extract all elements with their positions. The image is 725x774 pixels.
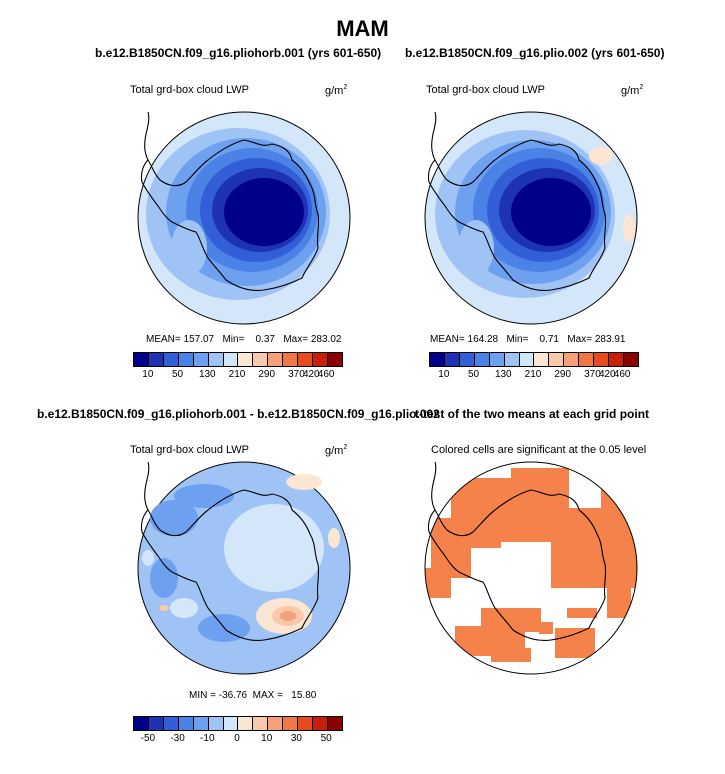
colorbar-swatch xyxy=(579,353,595,366)
colorbar-swatch xyxy=(134,353,149,366)
colorbar-tick-label: 30 xyxy=(290,733,302,744)
colorbar-tick-label: 210 xyxy=(228,369,246,380)
panel1-map xyxy=(137,111,351,325)
panel1-units: g/m2 xyxy=(325,84,348,97)
colorbar-swatch xyxy=(223,353,239,366)
colorbar-swatch xyxy=(193,353,209,366)
colorbar-tick-label: 370 xyxy=(288,369,305,380)
colorbar-swatch xyxy=(504,353,520,366)
colorbar-swatch xyxy=(178,717,194,730)
colorbar-tick-label: 130 xyxy=(198,369,216,380)
colorbar-swatch xyxy=(238,353,254,366)
colorbar-tick-label: 420 xyxy=(598,369,616,380)
colorbar-swatch xyxy=(623,353,638,366)
colorbar-swatch xyxy=(594,353,610,366)
panel2-subtitle: Total grd-box cloud LWP xyxy=(426,84,546,96)
colorbar-swatch xyxy=(253,353,269,366)
panel2-stats: MEAN= 164.28 Min= 0.71 Max= 283.91 xyxy=(430,334,626,345)
page-title: MAM xyxy=(336,16,389,41)
panel3-units: g/m2 xyxy=(325,444,348,457)
colorbar-swatch xyxy=(564,353,580,366)
colorbar-swatch xyxy=(534,353,550,366)
colorbar-swatch xyxy=(283,353,299,366)
colorbar-swatch xyxy=(459,353,475,366)
panel2-map xyxy=(424,111,638,325)
colorbar-swatch xyxy=(430,353,445,366)
colorbar-tick-label: -50 xyxy=(140,733,156,744)
colorbar-tick-label: -10 xyxy=(200,733,215,744)
colorbar-swatch xyxy=(178,353,194,366)
colorbar-tick-label: 210 xyxy=(524,369,542,380)
colorbar-tick-label: 460 xyxy=(317,369,335,380)
panel4-subtitle: Colored cells are significant at the 0.0… xyxy=(431,444,647,456)
panel2-units: g/m2 xyxy=(621,84,644,97)
colorbar-tick-label: 10 xyxy=(142,369,154,380)
colorbar-swatch xyxy=(148,353,164,366)
colorbar-tick-label: 420 xyxy=(302,369,320,380)
colorbar-tick-label: 50 xyxy=(468,369,480,380)
colorbar-tick-label: 50 xyxy=(172,369,184,380)
colorbar-tick-label: 370 xyxy=(584,369,601,380)
colorbar-swatch xyxy=(163,717,179,730)
colorbar-swatch xyxy=(327,353,342,366)
panel1-colorbar xyxy=(133,352,343,367)
panel2-title: b.e12.B1850CN.f09_g16.plio.002 (yrs 601-… xyxy=(405,46,665,60)
colorbar-swatch xyxy=(193,717,209,730)
colorbar-swatch xyxy=(253,717,269,730)
colorbar-tick-label: 10 xyxy=(438,369,450,380)
colorbar-swatch xyxy=(549,353,565,366)
colorbar-tick-label: -30 xyxy=(170,733,185,744)
colorbar-swatch xyxy=(313,353,328,366)
panel3-colorbar xyxy=(133,716,343,731)
colorbar-swatch xyxy=(609,353,624,366)
panel3-colorbar-ticks: -50 -30 -10 0 10 30 50 xyxy=(133,733,341,747)
colorbar-swatch xyxy=(474,353,490,366)
colorbar-tick-label: 0 xyxy=(234,733,240,744)
colorbar-swatch xyxy=(268,717,284,730)
colorbar-tick-label: 130 xyxy=(494,369,512,380)
panel4-map xyxy=(424,461,638,675)
panel4-title: t-test of the two means at each grid poi… xyxy=(415,407,650,421)
colorbar-tick-label: 10 xyxy=(261,733,273,744)
panel3-subtitle: Total grd-box cloud LWP xyxy=(130,444,250,456)
panel1-stats: MEAN= 157.07 Min= 0.37 Max= 283.02 xyxy=(146,334,342,345)
panel2-colorbar-ticks: 10 50 130 210 290 370 420 460 xyxy=(429,369,637,383)
colorbar-swatch xyxy=(223,717,239,730)
colorbar-swatch xyxy=(148,717,164,730)
colorbar-swatch xyxy=(134,717,149,730)
panel1-colorbar-ticks: 10 50 130 210 290 370 420 460 xyxy=(133,369,341,383)
panel3-map xyxy=(137,461,351,675)
colorbar-tick-label: 50 xyxy=(320,733,332,744)
colorbar-swatch xyxy=(283,717,299,730)
panel3-stats: MIN = -36.76 MAX = 15.80 xyxy=(189,690,317,701)
colorbar-swatch xyxy=(238,717,254,730)
colorbar-swatch xyxy=(208,353,224,366)
panel2-colorbar xyxy=(429,352,639,367)
colorbar-swatch xyxy=(489,353,505,366)
colorbar-tick-label: 290 xyxy=(554,369,572,380)
colorbar-swatch xyxy=(298,353,314,366)
panel3-title: b.e12.B1850CN.f09_g16.pliohorb.001 - b.e… xyxy=(37,407,440,421)
colorbar-swatch xyxy=(268,353,284,366)
colorbar-swatch xyxy=(163,353,179,366)
colorbar-swatch xyxy=(313,717,328,730)
colorbar-swatch xyxy=(327,717,342,730)
colorbar-swatch xyxy=(208,717,224,730)
colorbar-tick-label: 290 xyxy=(258,369,276,380)
colorbar-swatch xyxy=(519,353,535,366)
panel1-title: b.e12.B1850CN.f09_g16.pliohorb.001 (yrs … xyxy=(95,46,382,60)
colorbar-tick-label: 460 xyxy=(613,369,631,380)
colorbar-swatch xyxy=(298,717,314,730)
panel1-subtitle: Total grd-box cloud LWP xyxy=(130,84,250,96)
colorbar-swatch xyxy=(444,353,460,366)
